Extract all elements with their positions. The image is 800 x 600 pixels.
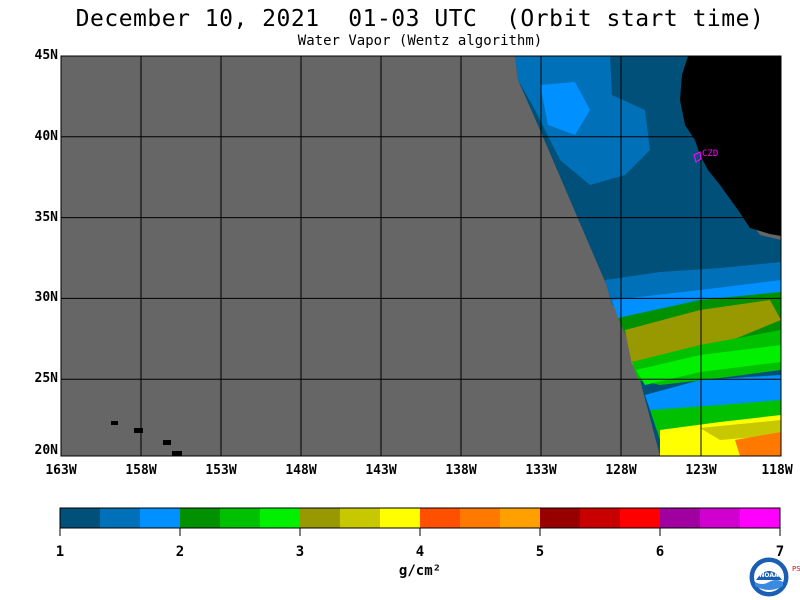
colorbar-unit-label: g/cm²	[398, 563, 442, 579]
lon-label: 123W	[685, 463, 717, 478]
colorbar-swatch	[420, 508, 461, 528]
lon-label: 133W	[525, 463, 557, 478]
lat-label: 40N	[34, 128, 58, 144]
colorbar-swatch	[220, 508, 261, 528]
colorbar-swatch	[100, 508, 141, 528]
colorbar-swatch	[300, 508, 341, 528]
lat-label: 45N	[34, 48, 58, 63]
psl-side-text: PSL	[792, 565, 800, 573]
lat-label: 35N	[34, 209, 58, 225]
map-subtitle: Water Vapor (Wentz algorithm)	[297, 33, 543, 49]
station-marker	[693, 151, 702, 163]
lat-label: 25N	[34, 371, 58, 387]
colorbar-swatch	[340, 508, 381, 528]
colorbar-swatch	[380, 508, 421, 528]
colorbar-swatch	[140, 508, 181, 528]
colorbar	[59, 508, 781, 536]
colorbar-tick-label: 5	[535, 544, 545, 560]
swath-light-blue-north	[540, 82, 590, 135]
colorbar-frame	[59, 507, 781, 529]
swath-olive-band	[625, 300, 781, 365]
colorbar-tick-label: 1	[55, 544, 65, 560]
hawaii-islands	[111, 421, 182, 456]
colorbar-swatch	[260, 508, 301, 528]
colorbar-swatch	[500, 508, 541, 528]
swath-olive-south	[700, 420, 781, 440]
colorbar-swatch	[740, 508, 781, 528]
swath-bright-green	[636, 345, 781, 385]
colorbar-swatch	[180, 508, 221, 528]
colorbar-swatch	[460, 508, 501, 528]
logo-text: NOAA	[759, 572, 779, 579]
lon-label: 163W	[45, 463, 77, 478]
station-icon	[693, 151, 702, 163]
colorbar-swatch	[60, 508, 101, 528]
noaa-logo-icon: NOAA	[748, 556, 790, 598]
lon-label: 138W	[445, 463, 477, 478]
lon-label: 148W	[285, 463, 317, 478]
lon-label: 143W	[365, 463, 397, 478]
colorbar-swatch	[620, 508, 661, 528]
map-area	[61, 56, 781, 456]
colorbar-tick-label: 4	[415, 544, 425, 560]
map-frame	[60, 55, 782, 457]
colorbar-swatch	[660, 508, 701, 528]
lat-label: 20N	[34, 443, 58, 458]
lat-label: 30N	[34, 290, 58, 306]
colorbar-swatch	[580, 508, 621, 528]
map-title: December 10, 2021 01-03 UTC (Orbit start…	[75, 6, 765, 32]
lon-label: 158W	[125, 463, 157, 478]
colorbar-tick-label: 7	[775, 544, 785, 560]
swath-light-blue-band	[612, 280, 781, 320]
swath-orange-south	[735, 432, 781, 456]
colorbar-tick-label: 6	[655, 544, 665, 560]
lon-label: 128W	[605, 463, 637, 478]
lon-label: 153W	[205, 463, 237, 478]
colorbar-swatch	[540, 508, 581, 528]
north-america-land	[680, 56, 781, 236]
station-label: CZD	[702, 149, 718, 159]
colorbar-tick-label: 2	[175, 544, 185, 560]
colorbar-tick-label: 3	[295, 544, 305, 560]
lon-label: 118W	[761, 463, 793, 478]
colorbar-swatch	[700, 508, 741, 528]
grid-lines	[61, 56, 781, 456]
